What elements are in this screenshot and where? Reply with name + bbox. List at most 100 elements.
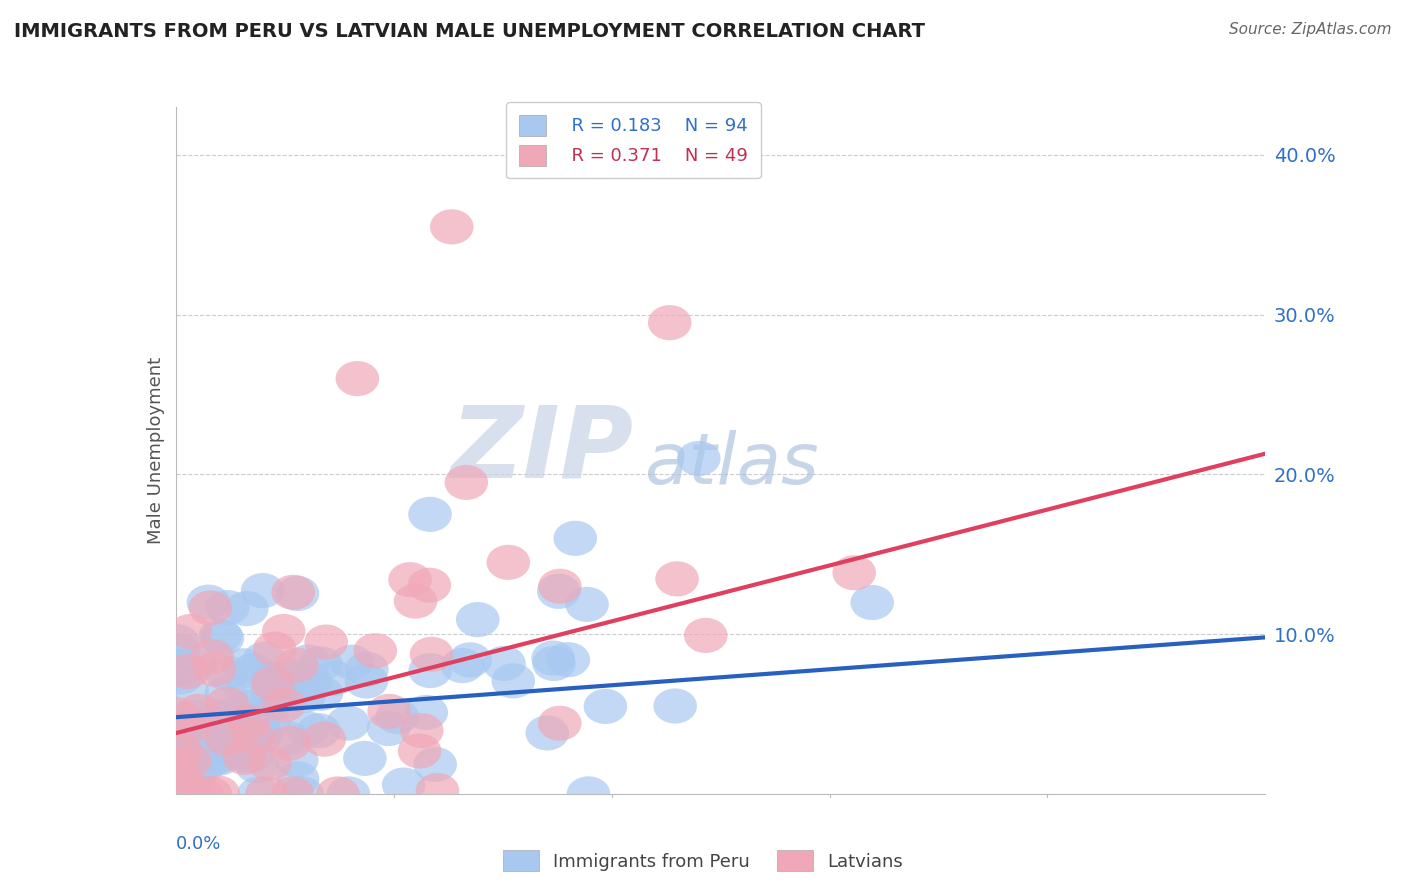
Ellipse shape: [678, 441, 721, 476]
Ellipse shape: [238, 776, 281, 812]
Legend:   R = 0.183    N = 94,   R = 0.371    N = 49: R = 0.183 N = 94, R = 0.371 N = 49: [506, 103, 761, 178]
Text: ZIP: ZIP: [450, 402, 633, 499]
Ellipse shape: [266, 721, 309, 756]
Ellipse shape: [165, 739, 208, 774]
Ellipse shape: [312, 661, 356, 696]
Ellipse shape: [533, 646, 576, 681]
Text: Source: ZipAtlas.com: Source: ZipAtlas.com: [1229, 22, 1392, 37]
Ellipse shape: [394, 583, 437, 619]
Ellipse shape: [173, 756, 217, 792]
Ellipse shape: [304, 624, 347, 659]
Ellipse shape: [187, 584, 231, 620]
Ellipse shape: [155, 697, 198, 732]
Ellipse shape: [253, 667, 297, 702]
Ellipse shape: [299, 646, 343, 681]
Ellipse shape: [276, 761, 319, 797]
Ellipse shape: [482, 646, 526, 681]
Ellipse shape: [567, 776, 610, 812]
Ellipse shape: [262, 688, 305, 723]
Ellipse shape: [173, 645, 217, 680]
Ellipse shape: [416, 773, 460, 808]
Ellipse shape: [344, 652, 388, 687]
Ellipse shape: [247, 746, 291, 781]
Ellipse shape: [367, 711, 411, 746]
Y-axis label: Male Unemployment: Male Unemployment: [146, 357, 165, 544]
Ellipse shape: [240, 573, 284, 608]
Ellipse shape: [222, 739, 266, 775]
Ellipse shape: [204, 676, 247, 712]
Ellipse shape: [565, 587, 609, 622]
Text: atlas: atlas: [644, 430, 818, 499]
Ellipse shape: [225, 674, 269, 709]
Ellipse shape: [188, 591, 232, 625]
Ellipse shape: [276, 576, 319, 611]
Ellipse shape: [326, 776, 370, 812]
Ellipse shape: [170, 776, 214, 812]
Ellipse shape: [252, 666, 295, 701]
Ellipse shape: [159, 659, 202, 695]
Ellipse shape: [330, 645, 374, 680]
Ellipse shape: [274, 743, 318, 778]
Ellipse shape: [202, 704, 246, 739]
Ellipse shape: [408, 497, 451, 532]
Ellipse shape: [193, 652, 236, 687]
Ellipse shape: [449, 642, 492, 677]
Ellipse shape: [231, 653, 274, 689]
Ellipse shape: [267, 725, 311, 761]
Ellipse shape: [232, 689, 276, 723]
Ellipse shape: [413, 747, 457, 782]
Text: 0.0%: 0.0%: [176, 835, 221, 853]
Ellipse shape: [222, 648, 266, 683]
Ellipse shape: [302, 722, 346, 756]
Ellipse shape: [159, 651, 202, 686]
Ellipse shape: [190, 639, 233, 674]
Ellipse shape: [375, 699, 419, 734]
Ellipse shape: [180, 776, 224, 812]
Ellipse shape: [276, 648, 319, 682]
Ellipse shape: [299, 675, 343, 711]
Ellipse shape: [547, 642, 591, 677]
Ellipse shape: [253, 632, 297, 666]
Ellipse shape: [156, 624, 200, 659]
Ellipse shape: [401, 713, 444, 748]
Ellipse shape: [440, 648, 484, 683]
Ellipse shape: [204, 721, 247, 756]
Ellipse shape: [648, 305, 692, 340]
Ellipse shape: [188, 776, 232, 812]
Ellipse shape: [683, 618, 727, 653]
Ellipse shape: [326, 706, 370, 740]
Ellipse shape: [180, 715, 224, 751]
Ellipse shape: [654, 689, 697, 723]
Ellipse shape: [205, 687, 249, 722]
Ellipse shape: [526, 715, 569, 750]
Ellipse shape: [239, 718, 283, 753]
Ellipse shape: [162, 702, 205, 738]
Ellipse shape: [170, 759, 214, 795]
Ellipse shape: [382, 767, 426, 803]
Ellipse shape: [250, 675, 294, 710]
Ellipse shape: [283, 678, 326, 714]
Ellipse shape: [583, 689, 627, 724]
Ellipse shape: [235, 748, 278, 783]
Ellipse shape: [316, 776, 360, 812]
Ellipse shape: [336, 361, 380, 396]
Ellipse shape: [205, 656, 249, 690]
Ellipse shape: [851, 585, 894, 620]
Ellipse shape: [222, 738, 266, 772]
Ellipse shape: [197, 739, 240, 774]
Ellipse shape: [832, 555, 876, 591]
Ellipse shape: [157, 729, 201, 764]
Ellipse shape: [280, 776, 323, 812]
Ellipse shape: [492, 664, 536, 698]
Ellipse shape: [367, 694, 411, 729]
Ellipse shape: [207, 731, 250, 765]
Ellipse shape: [231, 719, 274, 755]
Ellipse shape: [388, 562, 432, 598]
Ellipse shape: [262, 614, 305, 649]
Ellipse shape: [444, 465, 488, 500]
Ellipse shape: [259, 685, 302, 720]
Ellipse shape: [287, 644, 330, 680]
Ellipse shape: [177, 699, 221, 735]
Ellipse shape: [344, 664, 388, 698]
Ellipse shape: [538, 569, 582, 604]
